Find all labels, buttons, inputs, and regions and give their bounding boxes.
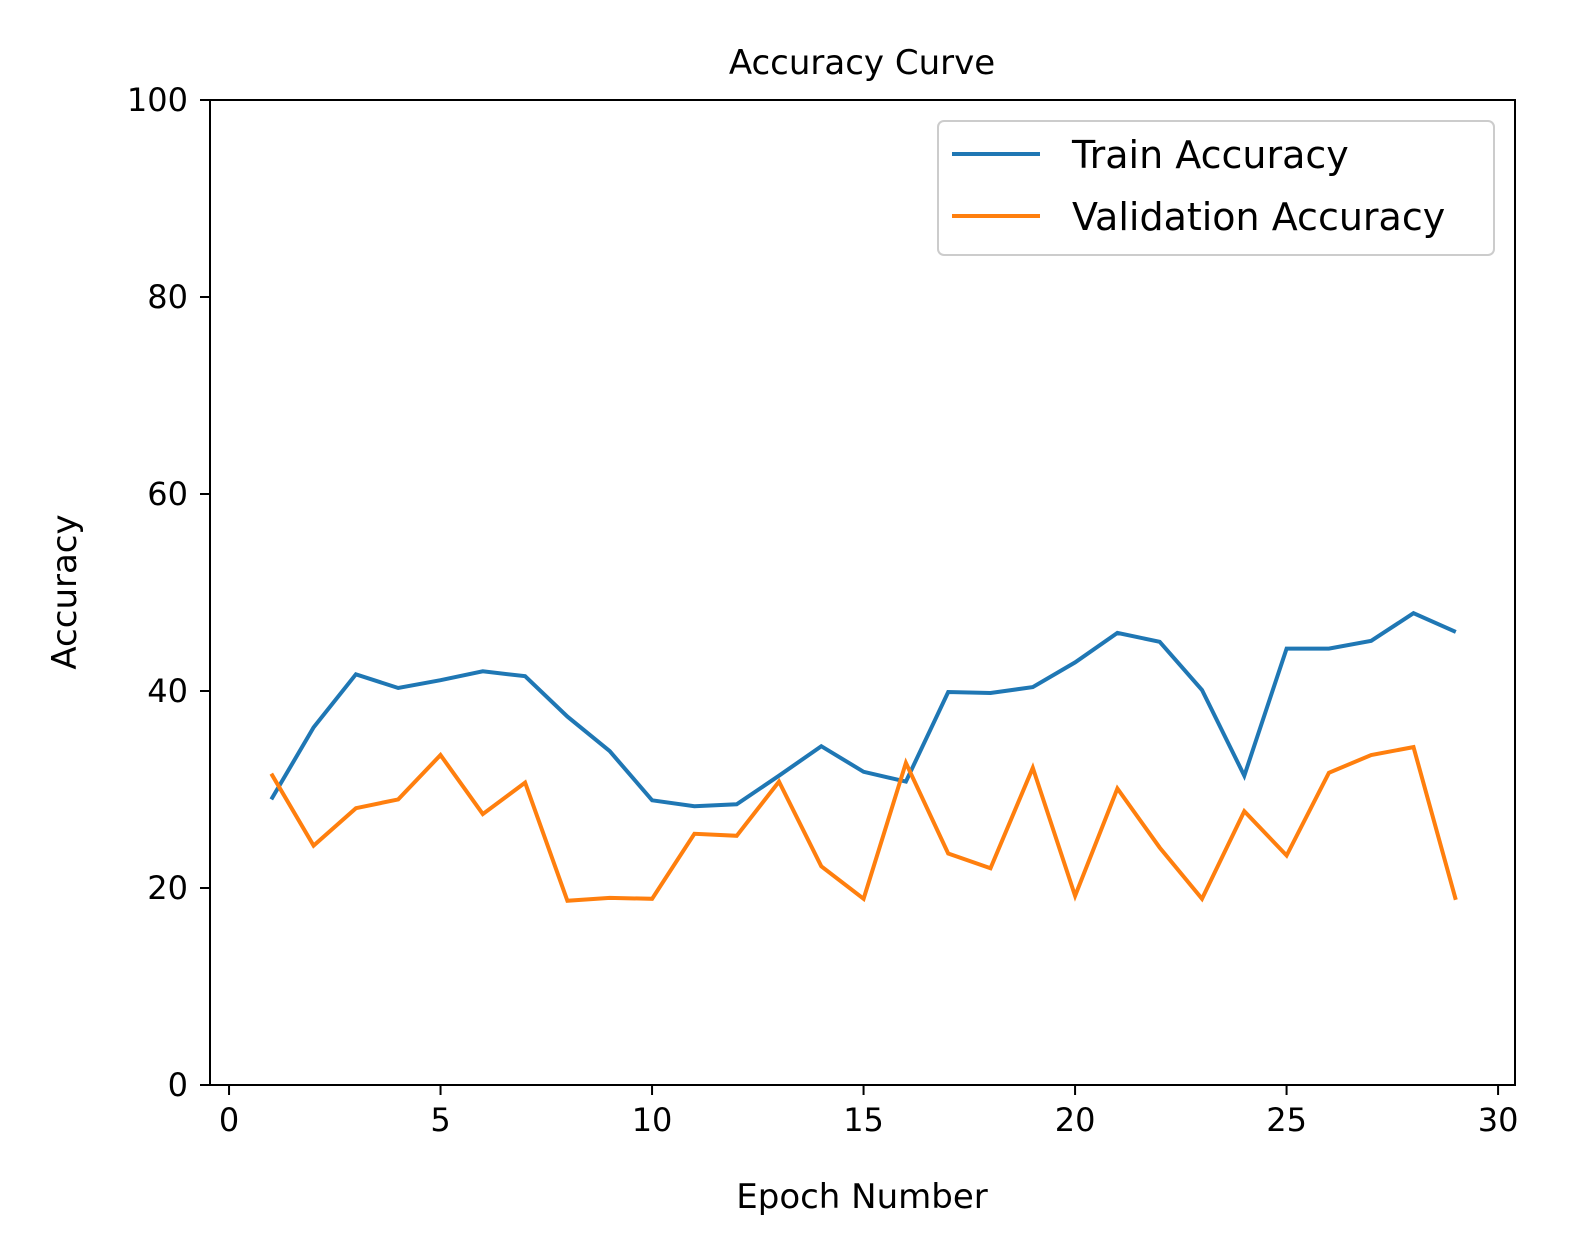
x-tick-label: 0 [219, 1101, 239, 1139]
legend-label-validation: Validation Accuracy [1072, 195, 1445, 239]
legend-box [937, 120, 1495, 256]
chart-title: Accuracy Curve [729, 43, 995, 83]
series-line-train [269, 610, 1457, 809]
x-tick-label: 15 [843, 1101, 884, 1139]
x-axis-title: Epoch Number [736, 1177, 988, 1217]
y-tick-label: 60 [147, 475, 188, 513]
x-tick-label: 10 [632, 1101, 673, 1139]
x-tick-label: 30 [1478, 1101, 1519, 1139]
x-tick-label: 25 [1266, 1101, 1307, 1139]
y-tick-label: 20 [147, 869, 188, 907]
y-tick-label: 80 [147, 278, 188, 316]
legend: Train Accuracy Validation Accuracy [937, 120, 1495, 256]
x-tick-label: 5 [430, 1101, 450, 1139]
y-tick-label: 40 [147, 672, 188, 710]
y-tick-label: 0 [168, 1066, 188, 1104]
x-tick-label: 20 [1055, 1101, 1096, 1139]
series-line-validation [269, 744, 1458, 903]
y-axis-title: Accuracy [45, 514, 85, 669]
ticks-layer: 0 5 10 15 20 25 30 0 20 40 60 80 100 [127, 81, 1519, 1139]
series-layer [269, 610, 1458, 903]
y-tick-label: 100 [127, 81, 188, 119]
legend-label-train: Train Accuracy [1071, 133, 1349, 177]
plot-frame [209, 99, 1516, 1086]
